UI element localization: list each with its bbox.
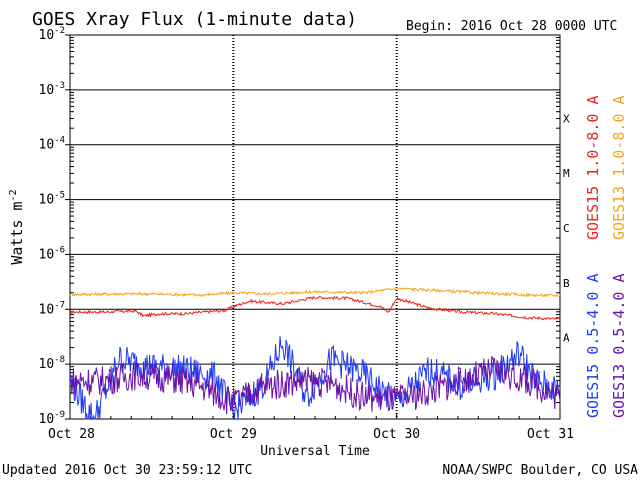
y-tick-exp: -4: [54, 136, 65, 146]
y-tick-exp: -8: [54, 355, 65, 365]
y-axis-ticks: 10-210-310-410-510-610-710-810-9: [39, 26, 560, 427]
series-line-0: [69, 295, 561, 321]
y-axis-label: Watts m-2: [8, 189, 26, 264]
y-tick-exp: -9: [54, 410, 65, 420]
y-tick-base: 10: [39, 247, 55, 262]
flare-class-labels: X M C B A: [563, 112, 570, 344]
flare-class-b: B: [563, 277, 570, 290]
y-tick-base: 10: [39, 28, 55, 43]
legend-goes15-short: GOES15 0.5-4.0 A: [584, 274, 602, 419]
y-axis-label-exp: -2: [8, 189, 19, 201]
day-boundaries: [232, 35, 398, 419]
x-tick-label: Oct 31: [527, 427, 574, 442]
y-tick-label: 10-6: [39, 245, 66, 262]
chart-title: GOES Xray Flux (1-minute data): [32, 9, 357, 30]
x-axis-label: Universal Time: [260, 444, 370, 459]
y-tick-exp: -3: [54, 81, 65, 91]
y-tick-exp: -7: [54, 300, 65, 310]
y-tick-base: 10: [39, 83, 55, 98]
legend-goes13-short: GOES13 0.5-4.0 A: [610, 274, 628, 419]
horizontal-gridlines: [70, 89, 560, 365]
y-tick-label: 10-2: [39, 26, 66, 43]
y-tick-label: 10-4: [39, 136, 66, 153]
x-tick-label: Oct 29: [210, 427, 257, 442]
series-line-1: [69, 287, 561, 298]
updated-timestamp: Updated 2016 Oct 30 23:59:12 UTC: [2, 463, 252, 478]
x-tick-label: Oct 30: [373, 427, 420, 442]
legend-goes13-long: GOES13 1.0-8.0 A: [610, 96, 628, 241]
y-tick-base: 10: [39, 412, 55, 427]
y-tick-label: 10-3: [39, 81, 66, 98]
flare-class-x: X: [563, 112, 570, 125]
y-tick-exp: -5: [54, 191, 65, 201]
x-axis-ticks: Oct 28 Oct 29 Oct 30 Oct 31: [48, 413, 574, 442]
plot-frame: [69, 34, 561, 420]
y-tick-label: 10-8: [39, 355, 66, 372]
y-axis-label-base: Watts m: [8, 201, 26, 264]
y-tick-label: 10-7: [39, 300, 66, 317]
y-tick-base: 10: [39, 193, 55, 208]
data-source: NOAA/SWPC Boulder, CO USA: [442, 463, 638, 478]
y-tick-exp: -6: [54, 245, 65, 255]
series-line-3: [69, 355, 561, 415]
series-lines: [69, 287, 561, 421]
flare-class-a: A: [563, 332, 570, 345]
y-tick-label: 10-5: [39, 191, 66, 208]
y-tick-label: 10-9: [39, 410, 66, 427]
legend-goes15-long: GOES15 1.0-8.0 A: [584, 96, 602, 241]
y-tick-base: 10: [39, 357, 55, 372]
x-tick-label: Oct 28: [48, 427, 95, 442]
y-tick-base: 10: [39, 302, 55, 317]
flare-class-m: M: [563, 167, 570, 180]
flare-class-c: C: [563, 222, 570, 235]
y-tick-exp: -2: [54, 26, 65, 36]
y-tick-base: 10: [39, 138, 55, 153]
begin-label: Begin: 2016 Oct 28 0000 UTC: [406, 19, 617, 34]
